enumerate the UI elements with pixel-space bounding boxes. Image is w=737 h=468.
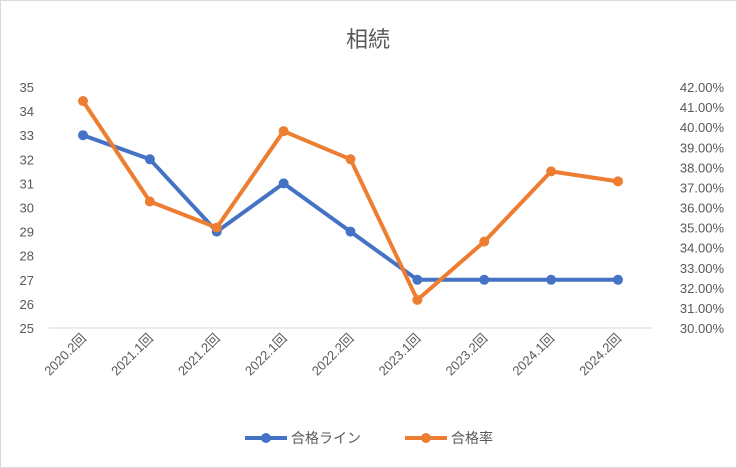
x-axis-tick-label: 2022.1回 bbox=[242, 331, 290, 379]
right-axis-tick-label: 36.00% bbox=[680, 201, 725, 216]
right-axis-tick-label: 31.00% bbox=[680, 301, 725, 316]
x-axis-tick-label: 2024.2回 bbox=[576, 331, 624, 379]
data-point bbox=[412, 274, 423, 285]
data-point bbox=[613, 176, 623, 187]
data-point bbox=[345, 154, 356, 165]
x-axis-tick-label: 2024.1回 bbox=[509, 331, 557, 379]
data-point bbox=[211, 222, 222, 233]
left-axis-tick-label: 25 bbox=[20, 321, 34, 336]
left-axis-tick-label: 35 bbox=[20, 80, 34, 95]
series-line-1 bbox=[81, 99, 620, 302]
x-axis-tick-label: 2020.2回 bbox=[41, 331, 89, 379]
right-axis-tick-label: 30.00% bbox=[680, 321, 725, 336]
left-axis-tick-label: 30 bbox=[20, 201, 34, 216]
x-axis-tick-label: 2022.2回 bbox=[309, 331, 357, 379]
x-axis-ticks: 2020.2回 2021.1回 2021.2回 2022.1回 2022.2回 2023.… bbox=[41, 331, 624, 379]
x-axis-tick-label: 2021.1回 bbox=[108, 331, 156, 379]
right-axis-tick-label: 33.00% bbox=[680, 261, 725, 276]
data-point bbox=[546, 166, 557, 177]
left-axis-tick-label: 32 bbox=[20, 152, 34, 167]
data-point bbox=[278, 126, 289, 137]
left-axis-tick-label: 34 bbox=[20, 104, 34, 119]
right-axis-tick-label: 37.00% bbox=[680, 180, 725, 195]
x-axis-tick-label: 2023.2回 bbox=[442, 331, 490, 379]
left-axis-tick-label: 33 bbox=[20, 128, 34, 143]
right-axis-tick-label: 40.00% bbox=[680, 120, 725, 135]
data-point bbox=[144, 196, 155, 207]
data-point bbox=[278, 178, 289, 189]
legend-label: 合格率 bbox=[451, 430, 493, 446]
legend-label: 合格ライン bbox=[291, 430, 361, 446]
data-point bbox=[479, 236, 490, 247]
data-point bbox=[479, 274, 490, 285]
right-axis-tick-label: 35.00% bbox=[680, 221, 725, 236]
right-axis-tick-label: 38.00% bbox=[680, 160, 725, 175]
left-axis-tick-label: 28 bbox=[20, 249, 34, 264]
data-point bbox=[78, 96, 88, 107]
legend-marker bbox=[261, 433, 271, 443]
data-point bbox=[144, 154, 155, 165]
data-point bbox=[613, 274, 623, 285]
right-axis-ticks: 42.00% 41.00% 40.00% 39.00% 38.00% 37.00% 36.0… bbox=[680, 80, 725, 336]
right-axis-tick-label: 32.00% bbox=[680, 281, 725, 296]
legend: 合格ライン 合格率 bbox=[245, 430, 493, 446]
legend-marker bbox=[421, 433, 431, 443]
x-axis-tick-label: 2021.2回 bbox=[175, 331, 223, 379]
left-axis-tick-label: 29 bbox=[20, 225, 34, 240]
left-axis-ticks: 35 34 33 32 31 30 29 28 27 26 25 bbox=[20, 80, 34, 336]
data-point bbox=[412, 294, 423, 305]
data-point bbox=[78, 130, 88, 141]
chart-title: 相続 bbox=[346, 27, 390, 52]
left-axis-tick-label: 31 bbox=[20, 176, 34, 191]
right-axis-tick-label: 39.00% bbox=[680, 140, 725, 155]
right-axis-tick-label: 41.00% bbox=[680, 100, 725, 115]
x-axis-tick-label: 2023.1回 bbox=[376, 331, 424, 379]
right-axis-tick-label: 42.00% bbox=[680, 80, 725, 95]
left-axis-tick-label: 26 bbox=[20, 297, 34, 312]
right-axis-tick-label: 34.00% bbox=[680, 241, 725, 256]
series-layer bbox=[78, 96, 623, 305]
data-point bbox=[546, 274, 557, 285]
left-axis-tick-label: 27 bbox=[20, 273, 34, 288]
data-point bbox=[345, 226, 356, 237]
